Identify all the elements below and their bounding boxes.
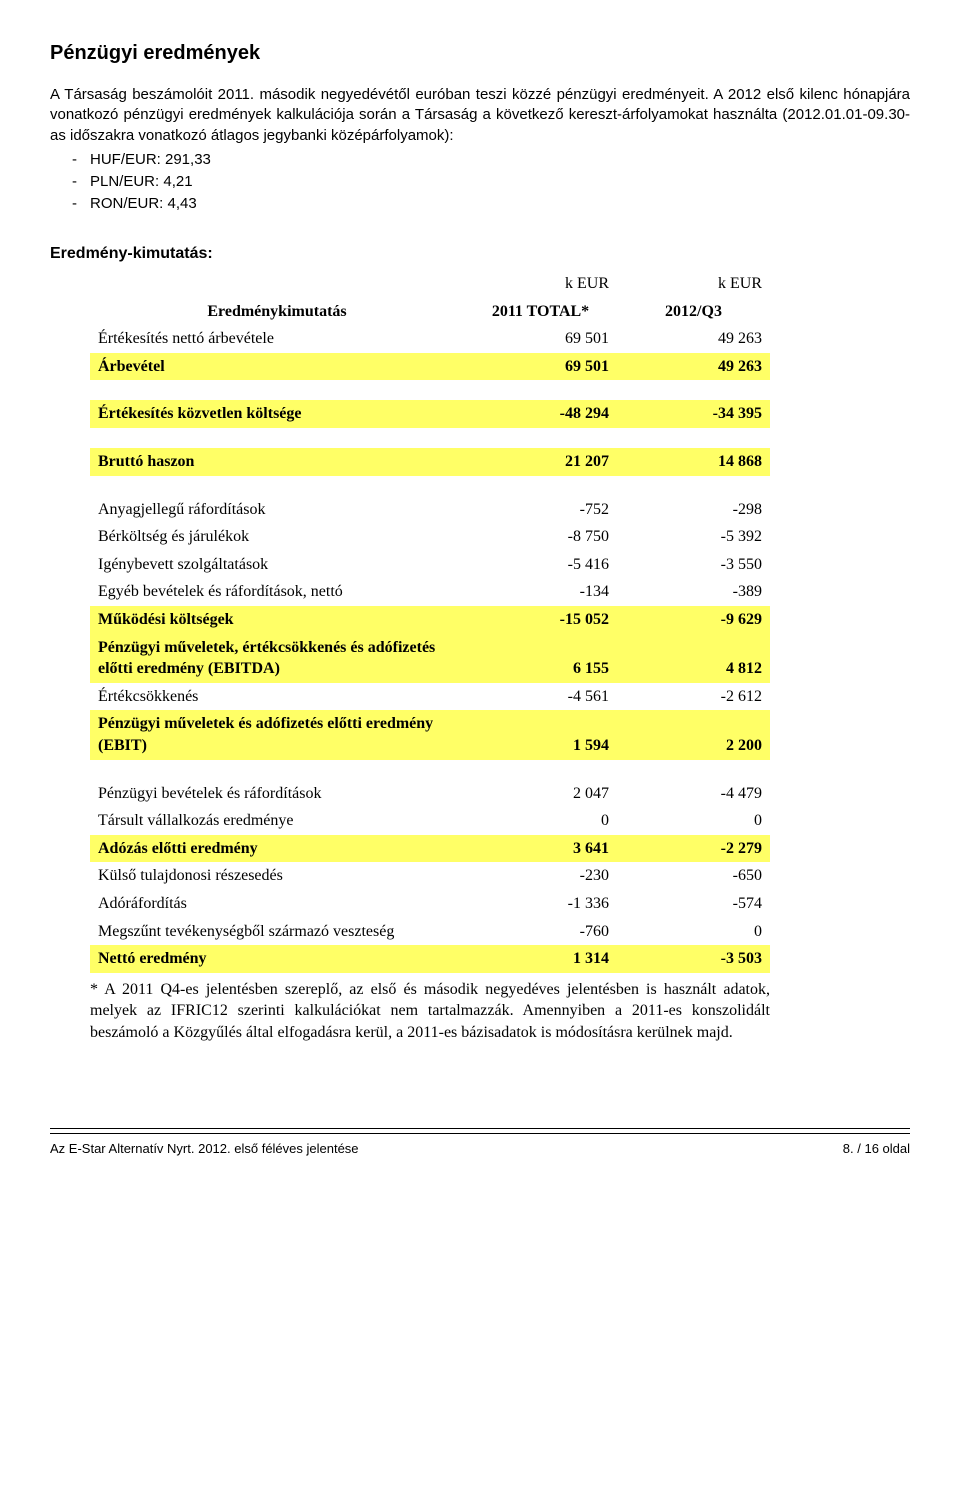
footer-left: Az E-Star Alternatív Nyrt. 2012. első fé…	[50, 1140, 359, 1158]
table-row: Pénzügyi műveletek és adófizetés előtti …	[90, 710, 770, 759]
table-row: Bérköltség és járulékok-8 750-5 392	[90, 523, 770, 551]
row-value-c2: 0	[617, 918, 770, 946]
col-unit: k EUR	[464, 270, 617, 298]
row-label: Adózás előtti eredmény	[90, 835, 464, 863]
table-row: Bruttó haszon21 20714 868	[90, 448, 770, 476]
table-row: Árbevétel69 50149 263	[90, 353, 770, 381]
intro-paragraph: A Társaság beszámolóit 2011. második neg…	[50, 85, 910, 146]
table-row: Értékesítés közvetlen költsége-48 294-34…	[90, 400, 770, 428]
page-title: Pénzügyi eredmények	[50, 40, 910, 67]
row-label: Árbevétel	[90, 353, 464, 381]
table-row: Értékcsökkenés-4 561-2 612	[90, 683, 770, 711]
row-label: Anyagjellegű ráfordítások	[90, 496, 464, 524]
row-value-c2: 14 868	[617, 448, 770, 476]
row-value-c1: -4 561	[464, 683, 617, 711]
row-value-c1: -230	[464, 862, 617, 890]
row-value-c1: -15 052	[464, 606, 617, 634]
row-value-c2: -389	[617, 578, 770, 606]
row-value-c2: -574	[617, 890, 770, 918]
row-label: Működési költségek	[90, 606, 464, 634]
row-label: Nettó eredmény	[90, 945, 464, 973]
row-label: Értékcsökkenés	[90, 683, 464, 711]
row-value-c1: -8 750	[464, 523, 617, 551]
exchange-rates-list: HUF/EUR: 291,33 PLN/EUR: 4,21 RON/EUR: 4…	[50, 150, 910, 215]
table-row: Társult vállalkozás eredménye00	[90, 807, 770, 835]
row-value-c2: -3 503	[617, 945, 770, 973]
footer-right: 8. / 16 oldal	[843, 1140, 910, 1158]
table-row: Adózás előtti eredmény3 641-2 279	[90, 835, 770, 863]
row-value-c1: -5 416	[464, 551, 617, 579]
section-heading: Eredmény-kimutatás:	[50, 243, 910, 265]
row-label: Igénybevett szolgáltatások	[90, 551, 464, 579]
row-value-c2: -298	[617, 496, 770, 524]
row-value-c2: -9 629	[617, 606, 770, 634]
row-label: Bérköltség és járulékok	[90, 523, 464, 551]
table-row: Nettó eredmény1 314-3 503	[90, 945, 770, 973]
table-row: Adóráfordítás-1 336-574	[90, 890, 770, 918]
row-value-c1: 2 047	[464, 780, 617, 808]
row-value-c2: -2 279	[617, 835, 770, 863]
row-value-c1: 1 594	[464, 710, 617, 759]
row-value-c2: -5 392	[617, 523, 770, 551]
row-value-c1: -134	[464, 578, 617, 606]
table-row: Értékesítés nettó árbevétele69 50149 263	[90, 325, 770, 353]
row-value-c2: -650	[617, 862, 770, 890]
table-row: Anyagjellegű ráfordítások-752-298	[90, 496, 770, 524]
page-footer: Az E-Star Alternatív Nyrt. 2012. első fé…	[50, 1134, 910, 1158]
row-value-c1: 69 501	[464, 353, 617, 381]
table-row: Megszűnt tevékenységből származó vesztes…	[90, 918, 770, 946]
col-unit: k EUR	[617, 270, 770, 298]
rate-item: HUF/EUR: 291,33	[90, 150, 910, 170]
table-row: Pénzügyi bevételek és ráfordítások2 047-…	[90, 780, 770, 808]
row-label: Adóráfordítás	[90, 890, 464, 918]
row-value-c1: 21 207	[464, 448, 617, 476]
row-label: Pénzügyi műveletek, értékcsökkenés és ad…	[90, 634, 464, 683]
row-value-c1: -48 294	[464, 400, 617, 428]
row-value-c2: 49 263	[617, 353, 770, 381]
table-header-col1: 2011 TOTAL*	[464, 298, 617, 326]
row-label: Egyéb bevételek és ráfordítások, nettó	[90, 578, 464, 606]
row-label: Pénzügyi műveletek és adófizetés előtti …	[90, 710, 464, 759]
row-value-c1: 0	[464, 807, 617, 835]
row-value-c2: 2 200	[617, 710, 770, 759]
table-footnote: * A 2011 Q4-es jelentésben szereplő, az …	[90, 979, 770, 1044]
row-label: Bruttó haszon	[90, 448, 464, 476]
table-row: Pénzügyi műveletek, értékcsökkenés és ad…	[90, 634, 770, 683]
row-value-c2: -3 550	[617, 551, 770, 579]
row-value-c1: -752	[464, 496, 617, 524]
row-value-c1: -760	[464, 918, 617, 946]
row-value-c1: 3 641	[464, 835, 617, 863]
table-row: Igénybevett szolgáltatások-5 416-3 550	[90, 551, 770, 579]
rate-item: RON/EUR: 4,43	[90, 194, 910, 214]
row-value-c1: 6 155	[464, 634, 617, 683]
row-value-c2: -34 395	[617, 400, 770, 428]
row-label: Megszűnt tevékenységből származó vesztes…	[90, 918, 464, 946]
rate-item: PLN/EUR: 4,21	[90, 172, 910, 192]
row-label: Külső tulajdonosi részesedés	[90, 862, 464, 890]
row-value-c2: -4 479	[617, 780, 770, 808]
table-row: Külső tulajdonosi részesedés-230-650	[90, 862, 770, 890]
row-value-c2: 4 812	[617, 634, 770, 683]
income-statement-table: k EUR k EUR Eredménykimutatás 2011 TOTAL…	[90, 270, 770, 973]
row-value-c1: 69 501	[464, 325, 617, 353]
table-row: Egyéb bevételek és ráfordítások, nettó-1…	[90, 578, 770, 606]
row-value-c1: 1 314	[464, 945, 617, 973]
table-header-label: Eredménykimutatás	[90, 298, 464, 326]
row-label: Pénzügyi bevételek és ráfordítások	[90, 780, 464, 808]
row-value-c2: 49 263	[617, 325, 770, 353]
row-label: Értékesítés nettó árbevétele	[90, 325, 464, 353]
row-label: Értékesítés közvetlen költsége	[90, 400, 464, 428]
table-row: Működési költségek-15 052-9 629	[90, 606, 770, 634]
row-value-c1: -1 336	[464, 890, 617, 918]
row-value-c2: -2 612	[617, 683, 770, 711]
row-value-c2: 0	[617, 807, 770, 835]
table-header-col2: 2012/Q3	[617, 298, 770, 326]
row-label: Társult vállalkozás eredménye	[90, 807, 464, 835]
